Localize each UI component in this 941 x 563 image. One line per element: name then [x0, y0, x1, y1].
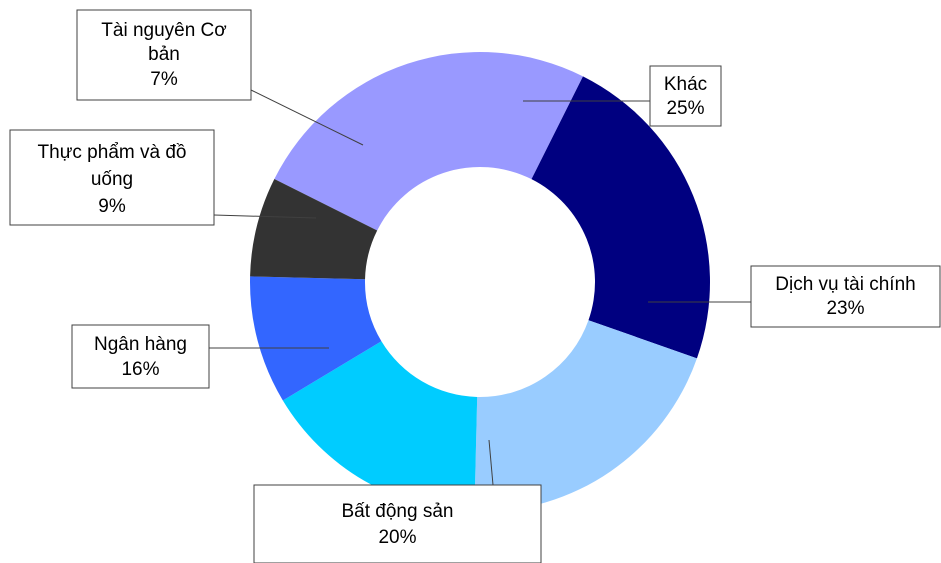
data-label-value: 9%: [98, 196, 126, 217]
callout-ngan-hang: Ngân hàng 16%: [71, 324, 210, 389]
slice-bat-dong-san: [474, 320, 697, 512]
slice-thuc-pham-va-do-uong: [250, 276, 382, 401]
callout-box: [76, 9, 252, 101]
callout-tai-nguyen-co-ban: Tài nguyên Cơ bản 7%: [76, 9, 252, 101]
leader-line-thuc-pham-va-do-uong: [213, 214, 317, 219]
data-label-category: Dịch vụ tài chính: [775, 274, 915, 295]
slices-layer: [250, 51, 710, 512]
data-label-value: 16%: [121, 359, 159, 380]
callout-bat-dong-san: Bất động sản 20%: [253, 484, 542, 563]
data-label-category: Khác: [664, 74, 707, 95]
callouts-layer: Khác 25% Dịch vụ tài chính 23% Bất động sản 2…: [9, 9, 941, 563]
data-label-value: 25%: [666, 98, 704, 119]
callout-box: [9, 129, 215, 226]
data-label-category: uống: [91, 169, 133, 190]
leader-line-bat-dong-san: [488, 439, 494, 486]
callout-khac: Khác 25%: [649, 65, 722, 127]
callout-thuc-pham-va-do-uong: Thực phẩm và đồ uống 9%: [9, 129, 215, 226]
data-label-category: bản: [148, 44, 180, 65]
data-label-value: 20%: [378, 527, 416, 548]
data-label-category: Bất động sản: [342, 501, 454, 522]
slice-ngan-hang: [282, 341, 478, 512]
data-label-category: Tài nguyên Cơ: [101, 20, 226, 41]
callout-dich-vu-tai-chinh: Dịch vụ tài chính 23%: [750, 265, 941, 328]
slice-khac: [274, 51, 583, 231]
data-label-category: Ngân hàng: [94, 334, 187, 355]
callout-box: [750, 265, 941, 328]
slice-dich-vu-tai-chinh: [531, 76, 710, 359]
data-label-value: 23%: [826, 298, 864, 319]
callout-box: [253, 484, 542, 563]
data-label-category: Thực phẩm và đồ: [38, 142, 187, 163]
leader-line-tai-nguyen-co-ban: [250, 89, 364, 146]
slice-tai-nguyen-co-ban: [250, 179, 378, 280]
callout-box: [71, 324, 210, 389]
leader-lines-layer: [209, 89, 751, 486]
callout-box: [649, 65, 722, 127]
data-label-value: 7%: [150, 69, 178, 90]
